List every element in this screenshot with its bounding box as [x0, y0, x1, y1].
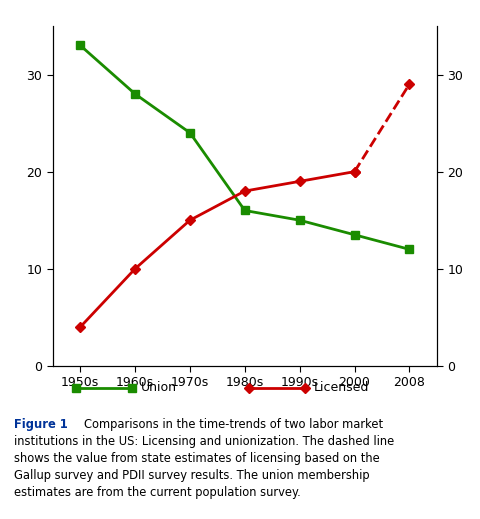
Text: Comparisons in the time-trends of two labor market: Comparisons in the time-trends of two la…: [84, 418, 383, 431]
Text: institutions in the US: Licensing and unionization. The dashed line: institutions in the US: Licensing and un…: [14, 435, 395, 448]
Text: shows the value from state estimates of licensing based on the: shows the value from state estimates of …: [14, 452, 380, 465]
Text: Gallup survey and PDII survey results. The union membership: Gallup survey and PDII survey results. T…: [14, 469, 370, 482]
Text: Licensed: Licensed: [313, 381, 369, 394]
Text: Figure 1: Figure 1: [14, 418, 76, 431]
Text: estimates are from the current population survey.: estimates are from the current populatio…: [14, 486, 301, 499]
Text: Union: Union: [141, 381, 177, 394]
